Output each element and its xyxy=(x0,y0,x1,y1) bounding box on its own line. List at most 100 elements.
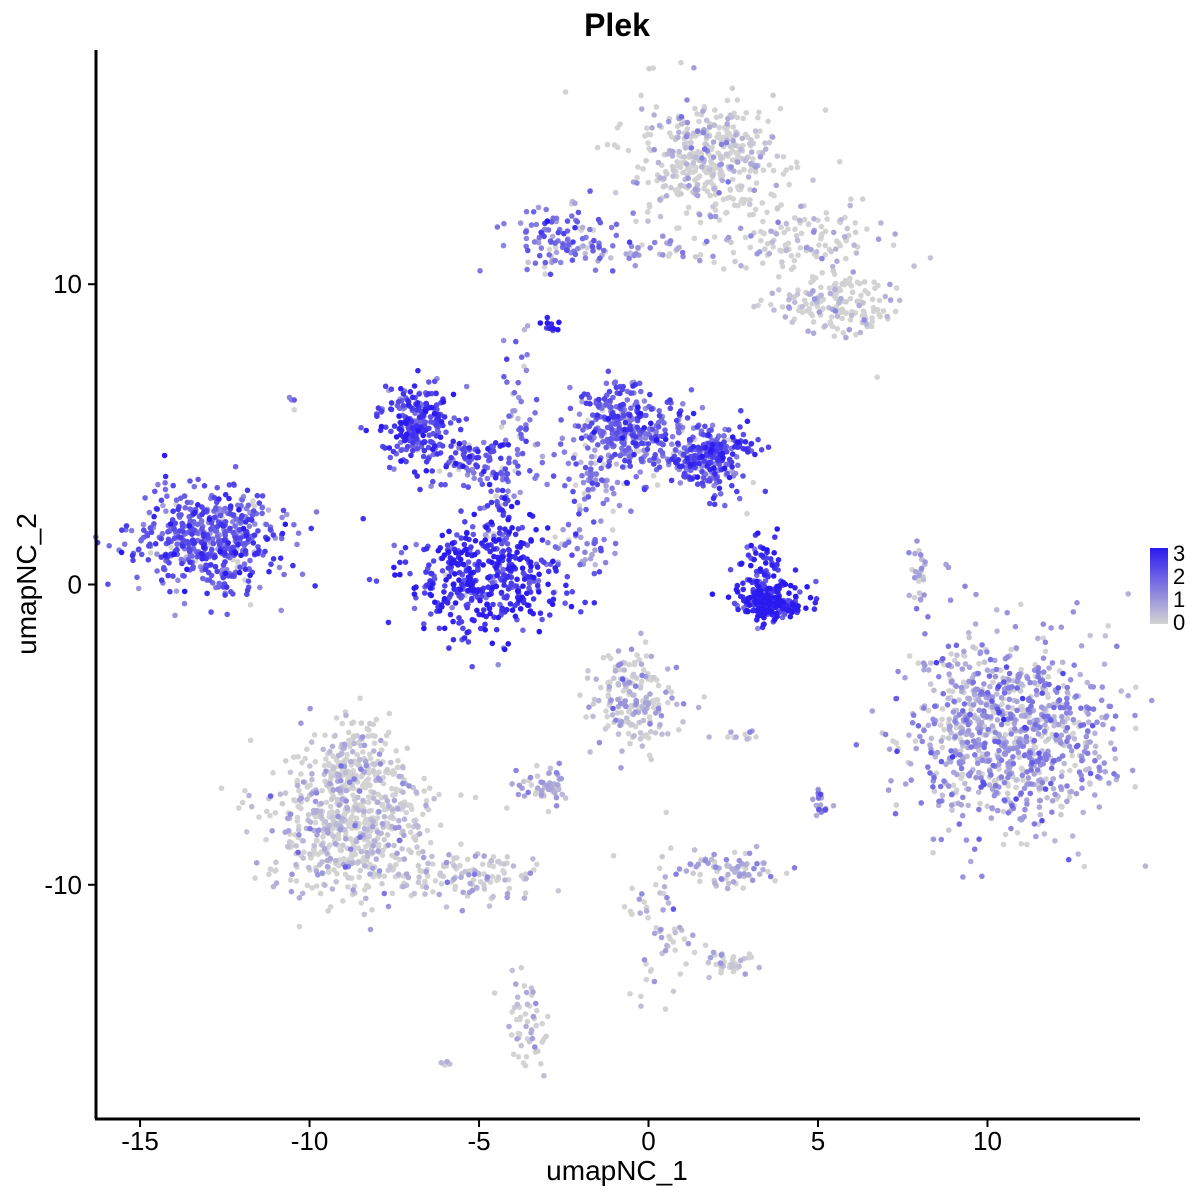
cell-point xyxy=(510,863,517,869)
cell-point xyxy=(501,861,507,867)
cell-point xyxy=(1009,802,1015,809)
cell-point xyxy=(718,960,724,966)
cell-point xyxy=(350,887,356,893)
cell-point xyxy=(459,446,466,453)
cell-point xyxy=(525,259,531,266)
cell-point xyxy=(312,758,319,765)
cell-point xyxy=(543,1033,549,1040)
cell-point xyxy=(960,794,966,801)
cell-point xyxy=(208,526,214,532)
cell-point xyxy=(752,128,759,134)
cell-point xyxy=(797,589,803,595)
cell-point xyxy=(329,795,335,802)
cell-point xyxy=(515,379,521,386)
cell-point xyxy=(776,274,782,280)
cell-point xyxy=(610,852,617,859)
cell-point xyxy=(609,527,616,533)
cell-point xyxy=(711,259,717,266)
cell-point xyxy=(600,500,607,507)
cell-point xyxy=(685,940,692,947)
cell-point xyxy=(798,203,804,210)
cell-point xyxy=(1048,765,1055,772)
cell-point xyxy=(1005,774,1011,781)
cell-point xyxy=(1049,798,1056,804)
cell-point xyxy=(822,323,828,329)
cell-point xyxy=(384,798,391,804)
cell-point xyxy=(588,453,595,460)
cell-point xyxy=(724,97,731,104)
cell-point xyxy=(436,468,443,475)
cell-point xyxy=(738,262,744,269)
cell-point xyxy=(643,653,650,659)
cell-point xyxy=(837,287,844,294)
cell-point xyxy=(1008,731,1014,737)
cell-point xyxy=(638,1003,644,1009)
cell-point xyxy=(948,748,954,754)
cell-point xyxy=(870,305,877,311)
cell-point xyxy=(1048,625,1054,631)
cell-point xyxy=(953,683,960,690)
cell-point xyxy=(788,252,795,259)
cell-point xyxy=(638,440,645,447)
cell-point xyxy=(456,620,462,626)
cell-point xyxy=(436,891,443,898)
cell-point xyxy=(389,785,395,792)
cell-point xyxy=(984,713,990,720)
cell-point xyxy=(735,202,741,209)
cell-point xyxy=(758,447,765,453)
cell-point xyxy=(781,229,787,236)
cell-point xyxy=(653,104,660,110)
cell-point xyxy=(567,384,573,391)
cell-point xyxy=(751,303,757,310)
cell-point xyxy=(342,769,349,776)
cell-point xyxy=(520,627,526,633)
cell-point xyxy=(582,549,588,556)
cell-point xyxy=(783,167,789,173)
cell-point xyxy=(583,506,589,513)
cell-point xyxy=(333,715,340,721)
cell-point xyxy=(848,196,854,202)
cell-point xyxy=(725,871,731,878)
cell-point xyxy=(411,605,418,612)
cell-point xyxy=(743,265,749,271)
cell-point xyxy=(623,703,629,710)
cell-point xyxy=(362,863,368,869)
cell-point xyxy=(694,424,701,430)
cell-point xyxy=(438,881,445,887)
cell-point xyxy=(837,242,844,249)
cell-point xyxy=(398,447,405,454)
cell-point xyxy=(308,739,315,745)
cell-point xyxy=(646,65,652,72)
cell-point xyxy=(273,880,280,886)
cell-point xyxy=(269,828,276,834)
cell-point xyxy=(725,116,731,122)
cell-point xyxy=(244,487,251,494)
cell-point xyxy=(658,926,664,933)
cell-point xyxy=(944,702,951,708)
cell-point xyxy=(498,455,504,462)
cell-point xyxy=(730,249,737,256)
cell-point xyxy=(528,222,535,228)
cell-point xyxy=(545,227,552,233)
cell-point xyxy=(885,787,892,793)
cell-point xyxy=(598,684,604,691)
cell-point xyxy=(555,888,562,894)
cell-point xyxy=(608,697,614,703)
cell-point xyxy=(665,118,672,125)
cell-point xyxy=(233,535,239,541)
cell-point xyxy=(592,547,598,553)
cell-point xyxy=(1004,790,1011,797)
cell-point xyxy=(770,167,777,174)
cell-point xyxy=(806,221,812,227)
cell-point xyxy=(569,552,575,558)
cell-point xyxy=(394,443,401,450)
cell-point xyxy=(649,125,655,131)
cell-point xyxy=(983,732,989,738)
cell-point xyxy=(538,229,544,236)
cell-point xyxy=(1101,661,1108,667)
cell-point xyxy=(388,386,395,393)
cell-point xyxy=(370,818,376,825)
cell-point xyxy=(336,772,343,779)
cell-point xyxy=(945,783,952,789)
cell-point xyxy=(628,646,635,653)
